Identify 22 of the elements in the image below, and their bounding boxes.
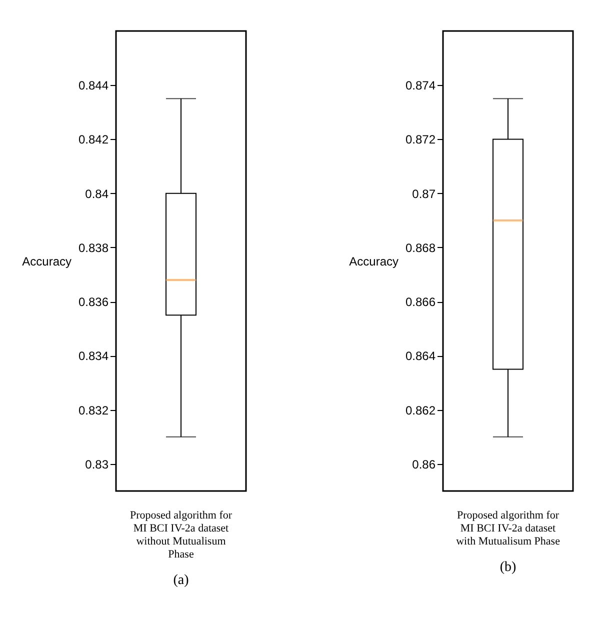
text: (b) [500,560,516,575]
y-tick-label: 0.86 [412,457,436,472]
y-tick-label: 0.834 [78,349,109,364]
y-axis-title: Accuracy [22,254,72,268]
y-tick-label: 0.872 [405,132,436,147]
text: (a) [173,573,190,588]
y-tick-label: 0.83 [85,457,109,472]
y-tick-label: 0.874 [405,78,436,93]
y-tick-label: 0.868 [405,240,436,255]
x-tick-label: Proposed algorithm for MI BCI IV-2a dataset without Mutualisum Phase [130,510,232,560]
y-tick-label: 0.866 [405,295,436,310]
y-tick-label: 0.844 [78,78,109,93]
y-tick-label: 0.87 [412,186,436,201]
y-tick-label: 0.836 [78,295,109,310]
y-tick-label: 0.84 [85,186,109,201]
y-axis-title: Accuracy [349,254,398,268]
x-tick-label: Proposed algorithm for MI BCI IV-2a dataset with Mutualisum Phase [456,510,560,548]
y-tick-label: 0.864 [405,349,436,364]
y-tick-label: 0.838 [78,240,109,255]
y-tick-label: 0.842 [78,132,109,147]
y-tick-label: 0.862 [405,403,436,418]
y-tick-label: 0.832 [78,403,109,418]
